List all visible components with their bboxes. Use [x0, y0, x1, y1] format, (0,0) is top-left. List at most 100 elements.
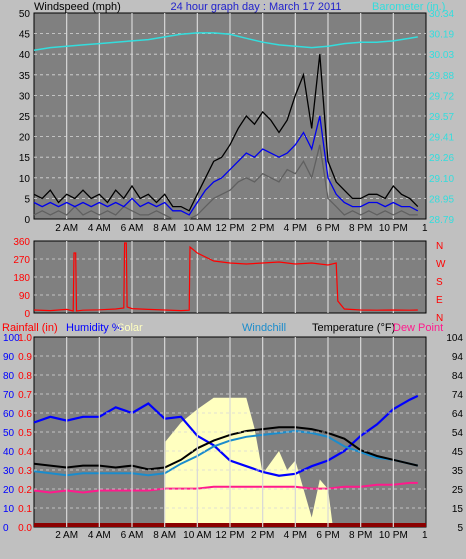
temperature-x-tick-label: 2 PM — [251, 530, 274, 541]
wind-x-ticks: 2 AM 4 AM 6 AM 8 AM 10 AM 12 PM 2 PM 4 PM 6 PM 8 … — [55, 223, 428, 234]
wind-low-line — [33, 144, 418, 220]
temperature-tick-label: 94 — [452, 352, 464, 363]
direction-tick-label: 180 — [13, 273, 30, 284]
compass-tick-label: W — [436, 259, 446, 270]
rainfall-tick-label: 0.3 — [18, 466, 32, 477]
rainfall-tick-label: 0.9 — [18, 352, 32, 363]
compass-tick-label: E — [436, 295, 443, 306]
rainfall-tick-label: 0.1 — [18, 504, 32, 515]
compass-tick-label: N — [436, 313, 443, 324]
humidity-tick-label: 80 — [3, 371, 15, 382]
humidity-tick-label: 60 — [3, 409, 15, 420]
wind-tick-label: 45 — [19, 30, 31, 41]
wind-tick-label: 35 — [19, 71, 31, 82]
temperature-tick-label: 35 — [452, 466, 464, 477]
humidity-tick-label: 100 — [3, 333, 20, 344]
barometer-tick-label: 29.41 — [429, 133, 454, 144]
wind-left-ticks: 0 5 10 15 20 25 30 35 40 45 50 — [19, 9, 31, 226]
wind-tick-label: 40 — [19, 50, 31, 61]
legend-dew-point: Dew Point — [393, 322, 443, 334]
temperature-tick-label: 5 — [457, 523, 463, 534]
barometer-tick-label: 29.57 — [429, 112, 454, 123]
wind-x-tick-label: 12 PM — [216, 223, 245, 234]
barometer-tick-label: 29.10 — [429, 174, 454, 185]
wind-x-tick-label: 6 PM — [316, 223, 339, 234]
wind-series — [33, 32, 419, 220]
graph-title: 24 hour graph day : March 17 2011 — [170, 1, 341, 13]
temperature-x-tick-label: 8 AM — [153, 530, 176, 541]
temperature-x-tick-label: 10 PM — [379, 530, 408, 541]
wind-tick-label: 10 — [19, 174, 31, 185]
wind-x-tick-label: 8 PM — [349, 223, 372, 234]
legend-windchill: Windchill — [242, 322, 286, 334]
wind-x-tick-label: 10 PM — [379, 223, 408, 234]
wind-grid — [34, 13, 426, 219]
temperature-grid — [34, 337, 426, 527]
wind-x-tick-label: 10 AM — [183, 223, 211, 234]
rainfall-tick-label: 0.6 — [18, 409, 32, 420]
direction-tick-label: 0 — [24, 309, 30, 320]
legend-temperature: Temperature (°F) — [312, 322, 395, 334]
barometer-ticks: 28.79 28.95 29.10 29.26 29.41 29.57 29.72 29.88… — [429, 9, 454, 226]
humidity-tick-label: 30 — [3, 466, 15, 477]
temperature-x-tick-label: 6 AM — [121, 530, 144, 541]
compass-tick-label: N — [436, 241, 443, 252]
humidity-tick-label: 10 — [3, 504, 15, 515]
rainfall-tick-label: 0.4 — [18, 447, 32, 458]
temperature-ticks: 5 15 25 35 45 54 64 74 84 94 104 — [446, 333, 463, 534]
humidity-tick-label: 20 — [3, 485, 15, 496]
rainfall-tick-label: 0.5 — [18, 428, 32, 439]
temperature-x-ticks: 2 AM 4 AM 6 AM 8 AM 10 AM 12 PM 2 PM 4 PM 6 PM 8 … — [55, 530, 428, 541]
humidity-tick-label: 90 — [3, 352, 15, 363]
wind-tick-label: 30 — [19, 91, 31, 102]
barometer-tick-label: 28.95 — [429, 194, 454, 205]
barometer-tick-label: 29.26 — [429, 153, 454, 164]
temperature-x-tick-label: 1 — [422, 530, 428, 541]
direction-series — [33, 242, 418, 312]
temperature-tick-label: 74 — [452, 390, 464, 401]
wind-tick-label: 5 — [24, 194, 30, 205]
temperature-x-tick-label: 12 PM — [216, 530, 245, 541]
temperature-tick-label: 104 — [446, 333, 463, 344]
temperature-x-tick-label: 6 PM — [316, 530, 339, 541]
wind-x-tick-label: 4 PM — [284, 223, 307, 234]
barometer-tick-label: 28.79 — [429, 215, 454, 226]
temperature-tick-label: 15 — [452, 504, 464, 515]
barometer-tick-label: 29.88 — [429, 71, 454, 82]
wind-x-tick-label: 1 — [422, 223, 428, 234]
direction-grid — [34, 241, 426, 313]
wind-gust-line — [33, 54, 419, 212]
direction-left-ticks: 0 90 180 270 360 — [13, 237, 30, 320]
temperature-tick-label: 25 — [452, 485, 464, 496]
wind-tick-label: 25 — [19, 112, 31, 123]
wind-tick-label: 0 — [24, 215, 30, 226]
humidity-tick-label: 50 — [3, 428, 15, 439]
humidity-tick-label: 0 — [3, 523, 9, 534]
direction-tick-label: 360 — [13, 237, 30, 248]
legend-solar: Solar — [117, 322, 143, 334]
temperature-tick-label: 45 — [452, 447, 464, 458]
wind-tick-label: 20 — [19, 133, 31, 144]
wind-axis-title: Windspeed (mph) — [34, 1, 121, 13]
temperature-x-tick-label: 4 AM — [88, 530, 111, 541]
barometer-tick-label: 30.19 — [429, 30, 454, 41]
humidity-tick-label: 70 — [3, 390, 15, 401]
legend-humidity: Humidity % — [66, 322, 122, 334]
barometer-tick-label: 30.34 — [429, 9, 454, 20]
rainfall-tick-label: 0.8 — [18, 371, 32, 382]
direction-tick-label: 270 — [13, 255, 30, 266]
barometer-axis-title: Barometer (in.) — [372, 1, 445, 13]
rainfall-tick-label: 0.2 — [18, 485, 32, 496]
temperature-tick-label: 54 — [452, 428, 464, 439]
legend-rainfall: Rainfall (in) — [2, 322, 58, 334]
temperature-tick-label: 84 — [452, 371, 464, 382]
humidity-ticks: 0 10 20 30 40 50 60 70 80 90 100 — [3, 333, 20, 534]
barometer-line — [33, 32, 418, 51]
wind-x-tick-label: 2 AM — [55, 223, 78, 234]
wind-tick-label: 15 — [19, 153, 31, 164]
rainfall-tick-label: 0.7 — [18, 390, 32, 401]
wind-tick-label: 50 — [19, 9, 31, 20]
wind-x-tick-label: 2 PM — [251, 223, 274, 234]
